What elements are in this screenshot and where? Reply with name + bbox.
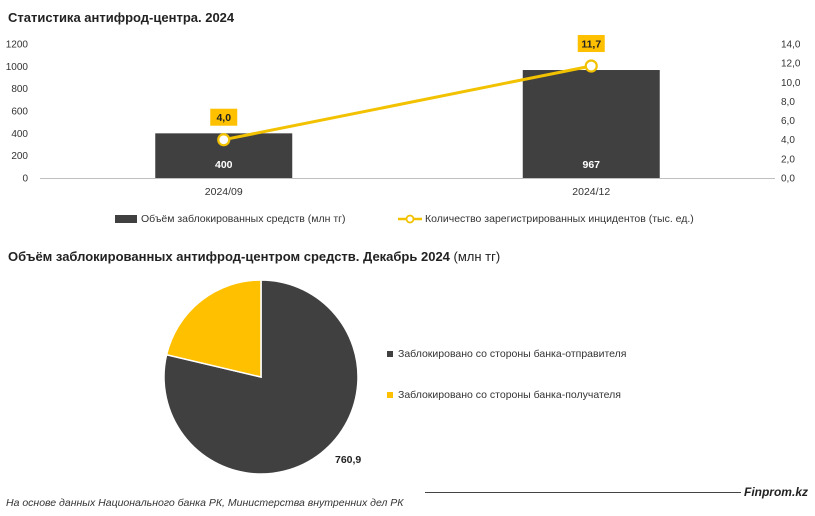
pie-slice — [165, 279, 262, 378]
y-left-tick-label: 800 — [11, 84, 28, 95]
line-value-label: 11,7 — [581, 39, 601, 51]
y-left-tick-label: 200 — [11, 151, 28, 162]
y-left-tick-label: 1000 — [6, 62, 29, 73]
x-tick-label: 2024/12 — [572, 186, 610, 198]
legend-bar-series: Объём заблокированных средств (млн тг) — [115, 213, 345, 225]
bar-value-label: 967 — [582, 159, 600, 171]
brand-logo: Finprom.kz — [743, 485, 808, 499]
y-right-tick-label: 6,0 — [781, 116, 795, 127]
y-right-tick-label: 8,0 — [781, 97, 795, 108]
legend-label-line: Количество зарегистрированных инцидентов… — [425, 213, 694, 225]
chart-title-pie: Объём заблокированных антифрод-центром с… — [8, 249, 500, 264]
pie-slice-label: 760,9 — [335, 454, 361, 466]
y-left-tick-label: 1200 — [6, 40, 29, 51]
x-tick-label: 2024/09 — [205, 186, 243, 198]
y-left-tick-label: 600 — [11, 107, 28, 118]
legend-label-receiver: Заблокировано со стороны банка-получател… — [398, 389, 621, 401]
pie-slice — [163, 279, 359, 475]
chart-title-pie-unit: (млн тг) — [449, 249, 501, 264]
legend-pie-sender: Заблокировано со стороны банка-отправите… — [387, 348, 626, 360]
line-point — [217, 133, 231, 147]
chart-title-pie-main: Объём заблокированных антифрод-центром с… — [8, 249, 450, 264]
line-value-label: 4,0 — [216, 112, 231, 124]
legend-swatch-bar — [115, 215, 137, 223]
y-right-tick-label: 10,0 — [781, 78, 801, 89]
line-point — [584, 59, 598, 73]
legend-swatch-sender — [387, 351, 393, 357]
line-value-badge — [577, 35, 605, 53]
legend-line-series: Количество зарегистрированных инцидентов… — [398, 213, 694, 225]
legend-label-sender: Заблокировано со стороны банка-отправите… — [398, 348, 627, 360]
pie-chart: 760,9206,1 — [163, 279, 361, 475]
y-right-tick-label: 12,0 — [781, 59, 801, 70]
y-right-tick-label: 4,0 — [781, 135, 795, 146]
y-left-tick-label: 400 — [11, 129, 28, 140]
combo-chart: 0 200 400 600 800 1000 1200 0,0 2,0 4,0 6,0 8,0 10,0… — [6, 35, 801, 198]
footer-rule — [425, 492, 741, 493]
bar-value-label: 400 — [215, 159, 233, 171]
chart-title-statistics: Статистика антифрод-центра. 2024 — [8, 10, 235, 25]
line-value-badge — [210, 108, 238, 126]
legend-label-bar: Объём заблокированных средств (млн тг) — [141, 213, 346, 225]
line-series — [223, 64, 592, 142]
legend-swatch-receiver — [387, 392, 393, 398]
y-right-tick-label: 2,0 — [781, 154, 795, 165]
y-left-tick-label: 0 — [22, 174, 28, 185]
bar — [522, 70, 660, 178]
legend-pie-receiver: Заблокировано со стороны банка-получател… — [387, 389, 621, 401]
y-right-tick-label: 0,0 — [781, 174, 795, 185]
y-right-tick-label: 14,0 — [781, 40, 801, 51]
legend-swatch-line — [398, 214, 422, 224]
source-note: На основе данных Национального банка РК,… — [6, 497, 404, 509]
